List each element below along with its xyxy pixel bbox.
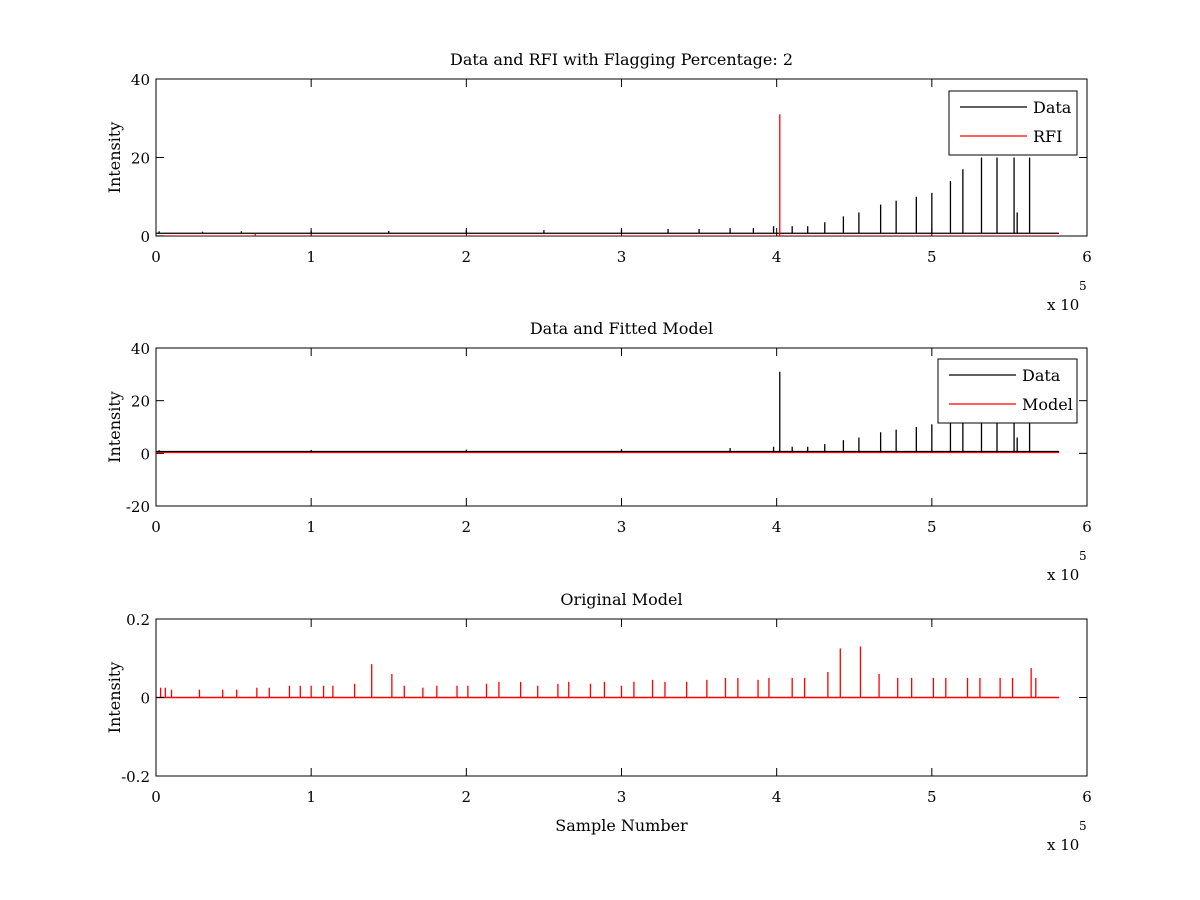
x-tick-label: 6 bbox=[1082, 248, 1092, 266]
x-tick-label: 3 bbox=[617, 788, 627, 806]
x-tick-label: 2 bbox=[462, 518, 472, 536]
x-multiplier-label: x 10 bbox=[1047, 296, 1079, 314]
x-tick-label: 1 bbox=[306, 788, 316, 806]
plot-area bbox=[155, 78, 1088, 237]
x-tick-label: 2 bbox=[462, 248, 472, 266]
y-axis-label: Intensity bbox=[105, 391, 124, 463]
y-tick-label: 0 bbox=[140, 228, 150, 246]
series-group bbox=[156, 646, 1060, 699]
y-tick-label: -0.2 bbox=[121, 768, 150, 786]
x-multiplier-exponent: 5 bbox=[1079, 279, 1087, 293]
legend: Data RFI bbox=[948, 90, 1078, 156]
legend-box bbox=[948, 90, 1078, 156]
legend-label-model: Model bbox=[1022, 395, 1073, 414]
x-tick-label: 4 bbox=[772, 518, 782, 536]
x-tick-label: 4 bbox=[772, 788, 782, 806]
x-tick-label: 5 bbox=[927, 518, 937, 536]
legend-label-rfi: RFI bbox=[1033, 127, 1062, 146]
x-tick-label: 2 bbox=[462, 788, 472, 806]
x-multiplier-exponent: 5 bbox=[1079, 819, 1087, 833]
chart-panel-1: 0 1 2 3 4 5 6 0 20 40 Data and RFI with Flagging P… bbox=[105, 50, 1092, 314]
x-multiplier-label: x 10 bbox=[1047, 566, 1079, 584]
legend-label-data: Data bbox=[1033, 98, 1072, 117]
x-tick-label: 0 bbox=[151, 788, 161, 806]
x-tick-label: 6 bbox=[1082, 788, 1092, 806]
x-tick-label: 0 bbox=[151, 518, 161, 536]
y-tick-label: 40 bbox=[131, 340, 150, 358]
y-tick-label: 0 bbox=[140, 445, 150, 463]
x-tick-label: 3 bbox=[617, 518, 627, 536]
x-axis-label: Sample Number bbox=[555, 816, 688, 835]
x-tick-label: 1 bbox=[306, 248, 316, 266]
x-tick-label: 6 bbox=[1082, 518, 1092, 536]
chart-title: Data and Fitted Model bbox=[530, 319, 713, 338]
legend: Data Model bbox=[937, 358, 1078, 424]
x-multiplier-label: x 10 bbox=[1047, 836, 1079, 854]
y-tick-label: 0 bbox=[140, 690, 150, 708]
y-tick-label: 20 bbox=[131, 393, 150, 411]
y-tick-label: 40 bbox=[131, 71, 150, 89]
legend-label-data: Data bbox=[1022, 366, 1061, 385]
x-tick-label: 5 bbox=[927, 248, 937, 266]
y-tick-label: -20 bbox=[126, 498, 150, 516]
x-tick-label: 5 bbox=[927, 788, 937, 806]
x-tick-label: 4 bbox=[772, 248, 782, 266]
x-multiplier-exponent: 5 bbox=[1079, 549, 1087, 563]
y-axis-label: Intensity bbox=[105, 122, 124, 194]
chart-title: Original Model bbox=[560, 590, 682, 609]
series-group bbox=[156, 114, 1060, 236]
chart-title: Data and RFI with Flagging Percentage: 2 bbox=[450, 50, 793, 69]
y-tick-label: 0.2 bbox=[126, 611, 150, 629]
x-tick-label: 3 bbox=[617, 248, 627, 266]
x-tick-label: 0 bbox=[151, 248, 161, 266]
legend-box bbox=[937, 358, 1078, 424]
x-tick-label: 1 bbox=[306, 518, 316, 536]
y-axis-label: Intensity bbox=[105, 662, 124, 734]
y-tick-label: 20 bbox=[131, 150, 150, 168]
